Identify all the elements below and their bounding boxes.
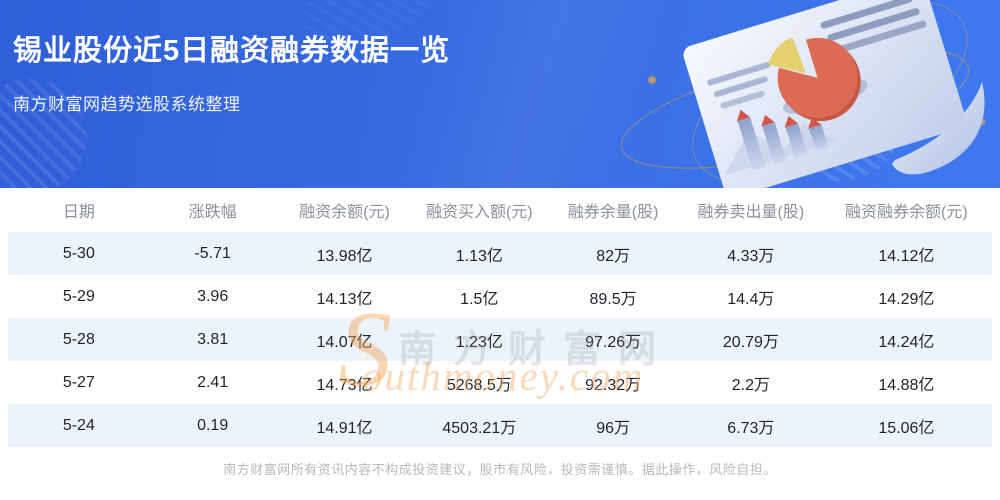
cell-total-balance: 14.12亿: [878, 247, 935, 265]
cell-total-balance: 14.24亿: [878, 333, 935, 351]
pie-chart-icon: [768, 37, 868, 122]
cell-financing-balance: 13.98亿: [316, 247, 373, 265]
cell-change-pct: 2.41: [197, 373, 229, 391]
cell-change-pct: 3.81: [197, 330, 229, 348]
cell-financing-balance: 14.73亿: [316, 376, 373, 394]
cell-change-pct: 3.96: [197, 287, 229, 305]
cell-securities-sold: 4.33万: [727, 247, 775, 265]
table-row: 5-27 2.41 14.73亿 5268.5万 92.32万 2.2万 14.…: [8, 361, 992, 404]
cell-securities-balance: 97.26万: [585, 333, 642, 351]
cell-securities-balance: 96万: [596, 419, 631, 437]
page-subtitle: 南方财富网趋势选股系统整理: [13, 95, 241, 114]
cell-securities-sold: 2.2万: [731, 376, 770, 394]
table-row: 5-28 3.81 14.07亿 1.23亿 97.26万 20.79万 14.…: [8, 318, 992, 361]
col-header-financing-buy: 融资买入额(元): [425, 204, 533, 221]
cell-financing-buy: 1.5亿: [460, 290, 499, 308]
cell-financing-buy: 1.13亿: [455, 247, 503, 265]
col-header-change-pct: 涨跌幅: [188, 204, 237, 221]
orbit-bead-icon: [648, 76, 656, 84]
cell-financing-buy: 5268.5万: [446, 376, 512, 394]
cell-total-balance: 15.06亿: [878, 419, 935, 437]
cell-securities-balance: 92.32万: [585, 376, 642, 394]
cell-financing-balance: 14.91亿: [316, 419, 373, 437]
paper-curl-icon: [892, 82, 985, 175]
cell-total-balance: 14.29亿: [878, 290, 935, 308]
cell-securities-sold: 20.79万: [722, 333, 779, 351]
cell-securities-balance: 89.5万: [589, 290, 637, 308]
table-header-row: 日期 涨跌幅 融资余额(元) 融资买入额(元) 融券余量(股) 融券卖出量(股)…: [8, 188, 992, 232]
banner: 锡业股份近5日融资融券数据一览 南方财富网趋势选股系统整理: [0, 0, 1000, 188]
cell-date: 5-24: [62, 416, 95, 434]
table-row: 5-24 0.19 14.91亿 4503.21万 96万 6.73万 15.0…: [8, 404, 992, 447]
cell-securities-sold: 6.73万: [727, 419, 775, 437]
table-row: 5-29 3.96 14.13亿 1.5亿 89.5万 14.4万 14.29亿: [8, 275, 992, 318]
cell-financing-buy: 1.23亿: [455, 333, 503, 351]
cell-securities-balance: 82万: [596, 247, 631, 265]
paper-sheet-icon: [683, 0, 966, 188]
report-document-illustration-icon: [620, 0, 986, 188]
col-header-securities-sold: 融券卖出量(股): [697, 204, 805, 221]
cell-date: 5-29: [62, 287, 95, 305]
cell-total-balance: 14.88亿: [878, 376, 935, 394]
col-header-securities-balance: 融券余量(股): [567, 204, 659, 221]
col-header-financing-balance: 融资余额(元): [299, 204, 390, 221]
cell-change-pct: 0.19: [197, 416, 229, 434]
cell-financing-balance: 14.13亿: [316, 290, 373, 308]
bar-chart-icon: [736, 109, 829, 171]
cell-change-pct: -5.71: [194, 244, 231, 262]
col-header-date: 日期: [62, 204, 95, 221]
cell-securities-sold: 14.4万: [727, 290, 775, 308]
margin-data-table-wrap: 日期 涨跌幅 融资余额(元) 融资买入额(元) 融券余量(股) 融券卖出量(股)…: [8, 188, 992, 447]
margin-data-table: 日期 涨跌幅 融资余额(元) 融资买入额(元) 融券余量(股) 融券卖出量(股)…: [8, 188, 992, 447]
cell-date: 5-30: [62, 244, 95, 262]
disclaimer-text: 南方财富网所有资讯内容不构成投资建议，股市有风险，投资需谨慎。据此操作，风险自担…: [223, 462, 777, 477]
cell-financing-balance: 14.07亿: [316, 333, 373, 351]
cell-financing-buy: 4503.21万: [442, 419, 517, 437]
table-row: 5-30 -5.71 13.98亿 1.13亿 82万 4.33万 14.12亿: [8, 232, 992, 275]
page-title: 锡业股份近5日融资融券数据一览: [13, 35, 451, 67]
cell-date: 5-27: [62, 373, 95, 391]
col-header-total-balance: 融资融券余额(元): [845, 204, 968, 221]
cell-date: 5-28: [62, 330, 95, 348]
